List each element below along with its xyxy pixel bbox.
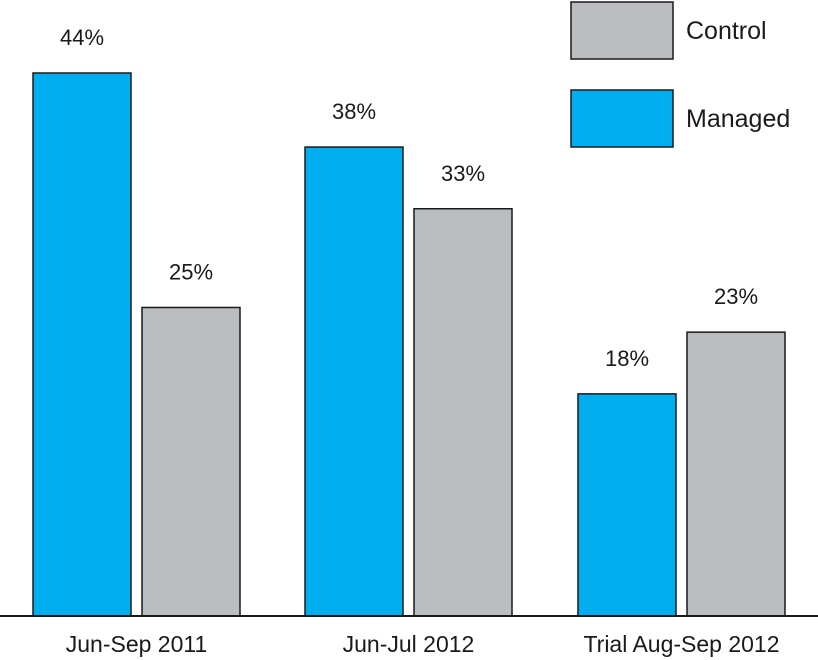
legend-label-managed: Managed — [686, 105, 790, 133]
legend-swatch-control — [570, 1, 674, 60]
x-tick-label-jun-sep-2011: Jun-Sep 2011 — [66, 631, 208, 657]
data-label-managed-jun-sep-2011: 44% — [60, 25, 104, 50]
data-label-managed-trial-aug-sep-2012: 18% — [605, 346, 649, 371]
data-label-control-trial-aug-sep-2012: 23% — [714, 284, 758, 309]
bar-control-trial-aug-sep-2012 — [686, 331, 786, 617]
bars-group — [32, 72, 786, 617]
x-tick-label-jun-jul-2012: Jun-Jul 2012 — [343, 631, 475, 657]
legend: Control Managed — [570, 1, 790, 148]
data-label-control-jun-sep-2011: 25% — [169, 259, 213, 284]
legend-label-control: Control — [686, 17, 767, 45]
data-label-control-jun-jul-2012: 33% — [441, 161, 485, 186]
bar-managed-jun-jul-2012 — [304, 146, 404, 617]
x-axis-tick-labels: Jun-Sep 2011 Jun-Jul 2012 Trial Aug-Sep 20… — [66, 631, 780, 657]
bar-managed-trial-aug-sep-2012 — [577, 393, 677, 617]
bar-managed-jun-sep-2011 — [32, 72, 132, 617]
bar-control-jun-sep-2011 — [141, 306, 241, 617]
legend-swatch-managed — [570, 89, 674, 148]
bar-control-jun-jul-2012 — [413, 208, 513, 617]
data-label-managed-jun-jul-2012: 38% — [332, 99, 376, 124]
x-tick-label-trial-aug-sep-2012: Trial Aug-Sep 2012 — [583, 631, 779, 657]
value-labels-group: 44% 25% 38% 33% 18% 23% — [60, 25, 758, 371]
